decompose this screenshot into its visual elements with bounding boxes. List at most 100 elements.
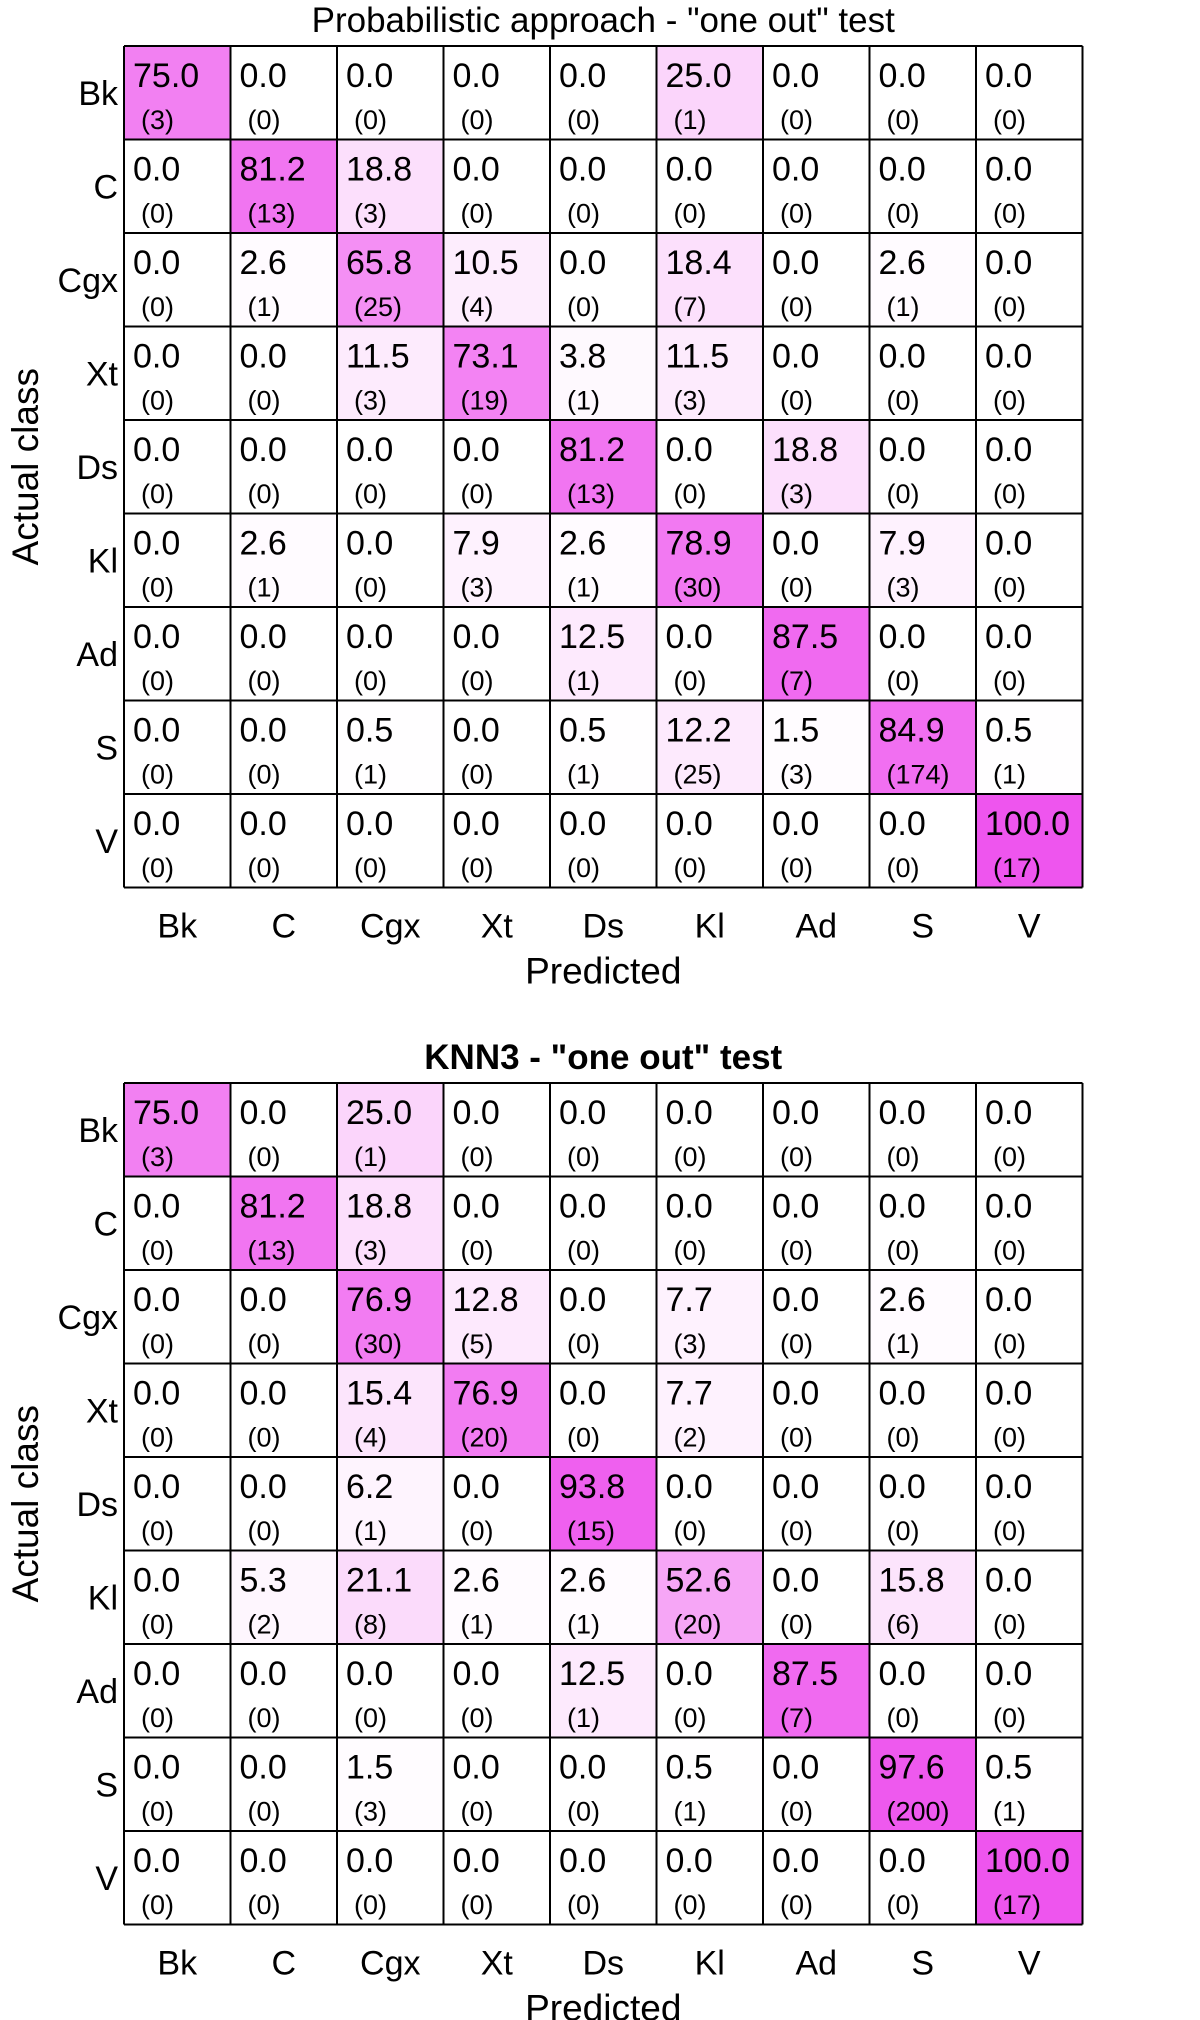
matrix-cell <box>337 1737 444 1831</box>
matrix-cell <box>337 1176 444 1270</box>
cell-percent: 25.0 <box>666 57 732 95</box>
matrix-cell <box>763 1083 870 1177</box>
y-tick-label: V <box>95 1860 118 1898</box>
cell-count: (0) <box>141 386 174 416</box>
cell-percent: 0.0 <box>666 1655 713 1693</box>
cell-count: (0) <box>354 666 387 696</box>
matrix-cell <box>976 513 1083 607</box>
cell-percent: 100.0 <box>985 1842 1070 1880</box>
cell-percent: 3.8 <box>559 338 606 376</box>
cell-percent: 0.0 <box>240 1842 287 1880</box>
matrix-cell <box>869 1363 976 1457</box>
cell-percent: 0.0 <box>559 1749 606 1787</box>
matrix-cell <box>230 1363 337 1457</box>
cell-count: (0) <box>567 1142 600 1172</box>
cell-count: (0) <box>780 1236 813 1266</box>
cell-count: (0) <box>461 1516 494 1546</box>
x-tick-label: Ad <box>795 908 837 946</box>
cell-count: (0) <box>141 1610 174 1640</box>
cell-percent: 5.3 <box>240 1562 287 1600</box>
matrix-cell <box>443 607 550 701</box>
cell-count: (0) <box>141 666 174 696</box>
matrix-cell <box>763 1176 870 1270</box>
cell-percent: 0.0 <box>985 525 1032 563</box>
cell-count: (0) <box>248 666 281 696</box>
x-tick-label: C <box>271 1945 296 1983</box>
x-tick-label: Bk <box>157 1945 198 1983</box>
cell-percent: 0.0 <box>772 338 819 376</box>
cell-count: (0) <box>567 292 600 322</box>
cell-count: (1) <box>674 1797 707 1827</box>
matrix-cell <box>656 700 763 794</box>
matrix-cell <box>763 1831 870 1925</box>
y-axis-label: Actual class <box>5 368 46 565</box>
cell-percent: 0.0 <box>985 338 1032 376</box>
cell-count: (0) <box>674 479 707 509</box>
cell-count: (0) <box>248 760 281 790</box>
matrix-cell <box>976 700 1083 794</box>
matrix-cell <box>656 233 763 327</box>
cell-count: (0) <box>993 1142 1026 1172</box>
cell-count: (0) <box>780 573 813 603</box>
matrix-cell <box>124 794 231 888</box>
cell-count: (0) <box>780 1610 813 1640</box>
x-tick-label: V <box>1018 908 1041 946</box>
cell-percent: 0.0 <box>666 151 713 189</box>
cell-count: (0) <box>887 386 920 416</box>
cell-percent: 0.0 <box>559 1281 606 1319</box>
cell-percent: 0.0 <box>772 1842 819 1880</box>
cell-percent: 0.0 <box>985 244 1032 282</box>
cell-percent: 1.5 <box>346 1749 393 1787</box>
cell-percent: 2.6 <box>559 525 606 563</box>
cell-count: (3) <box>354 1797 387 1827</box>
x-tick-label: S <box>911 908 934 946</box>
cell-percent: 81.2 <box>559 431 625 469</box>
matrix-cell <box>869 139 976 233</box>
cell-count: (25) <box>674 760 722 790</box>
cell-percent: 0.0 <box>559 151 606 189</box>
cell-count: (0) <box>780 292 813 322</box>
cell-count: (0) <box>461 760 494 790</box>
cell-count: (0) <box>461 666 494 696</box>
cell-percent: 0.0 <box>453 1094 500 1132</box>
cell-count: (0) <box>993 199 1026 229</box>
cell-percent: 0.0 <box>772 244 819 282</box>
matrix-cell <box>443 700 550 794</box>
matrix-cell <box>230 1550 337 1644</box>
cell-percent: 0.0 <box>985 1094 1032 1132</box>
cell-count: (0) <box>354 1890 387 1920</box>
cell-percent: 0.0 <box>985 1468 1032 1506</box>
cell-count: (1) <box>354 1142 387 1172</box>
cell-count: (1) <box>354 760 387 790</box>
matrix-cell <box>869 1550 976 1644</box>
matrix-cell <box>230 1644 337 1738</box>
cell-percent: 0.0 <box>453 712 500 750</box>
cell-percent: 0.0 <box>453 1749 500 1787</box>
matrix-cell <box>230 1457 337 1551</box>
matrix-cell <box>656 1550 763 1644</box>
cell-percent: 18.8 <box>346 151 412 189</box>
cell-percent: 93.8 <box>559 1468 625 1506</box>
cell-count: (0) <box>993 479 1026 509</box>
cell-percent: 12.5 <box>559 1655 625 1693</box>
y-tick-label: Cgx <box>58 262 118 300</box>
matrix-cell <box>976 1550 1083 1644</box>
matrix-cell <box>550 420 657 514</box>
cell-count: (3) <box>354 1236 387 1266</box>
matrix-cell <box>550 607 657 701</box>
cell-count: (0) <box>887 666 920 696</box>
cell-percent: 0.0 <box>240 1375 287 1413</box>
matrix-cell <box>656 326 763 420</box>
cell-percent: 0.0 <box>133 525 180 563</box>
matrix-cell <box>869 1083 976 1177</box>
y-tick-label: C <box>93 1205 118 1243</box>
cell-count: (0) <box>674 1703 707 1733</box>
cell-count: (0) <box>141 1516 174 1546</box>
matrix-cell <box>337 139 444 233</box>
matrix-cell <box>656 1737 763 1831</box>
cell-percent: 0.0 <box>559 1842 606 1880</box>
cell-percent: 0.0 <box>666 1842 713 1880</box>
cell-percent: 0.0 <box>346 57 393 95</box>
cell-count: (0) <box>993 1329 1026 1359</box>
matrix-cell <box>763 420 870 514</box>
